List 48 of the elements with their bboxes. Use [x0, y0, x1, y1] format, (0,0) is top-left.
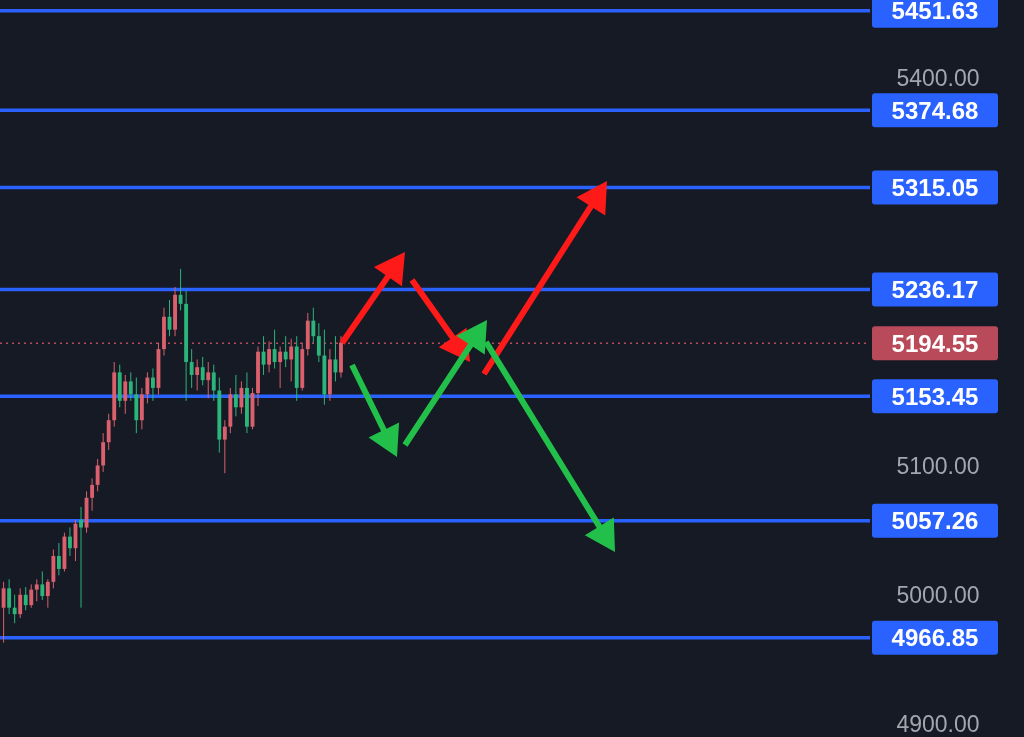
candlestick: [56, 542, 61, 576]
ref-line-label: 5057.26: [891, 507, 979, 535]
candlestick: [29, 583, 34, 609]
candlestick: [106, 413, 111, 451]
candlestick: [68, 527, 72, 557]
candlestick: [289, 338, 294, 382]
y-tick-label: 5400.00: [896, 64, 980, 91]
candlestick: [316, 322, 321, 363]
candlestick: [18, 587, 23, 619]
candlestick: [283, 335, 288, 368]
candlestick: [150, 368, 155, 402]
candlestick: [200, 356, 205, 386]
candlestick: [195, 358, 200, 391]
candlestick: [233, 374, 238, 417]
candlestick: [267, 340, 272, 373]
candlestick: [128, 371, 133, 402]
candlestick: [272, 329, 277, 369]
ref-line-label: 5194.55: [891, 329, 979, 357]
candlestick: [7, 578, 12, 615]
candlestick: [34, 578, 39, 602]
candlestick: [178, 268, 183, 311]
candlestick: [311, 307, 316, 344]
candlestick: [278, 346, 283, 389]
candlestick: [189, 348, 194, 389]
candlestick: [90, 477, 95, 512]
candlestick: [239, 380, 244, 415]
candlestick: [123, 374, 128, 415]
candlestick: [40, 571, 45, 601]
ref-line-label: 5451.63: [891, 0, 979, 25]
candlestick: [101, 432, 106, 473]
ref-line-label: 5236.17: [891, 275, 979, 303]
candlestick: [12, 594, 17, 624]
candlestick: [79, 506, 83, 609]
candlestick: [1, 581, 6, 644]
candlestick: [145, 371, 150, 404]
candlestick: [211, 364, 216, 402]
candlestick: [222, 419, 227, 474]
candlestick: [23, 586, 28, 611]
y-tick-label: 5100.00: [896, 452, 980, 479]
ref-line-label: 5315.05: [891, 173, 979, 201]
ref-line-label: 5153.45: [891, 382, 979, 410]
y-tick-label: 4900.00: [896, 711, 980, 737]
candlestick: [45, 578, 50, 609]
ref-line-label: 5374.68: [891, 96, 979, 124]
candlestick: [95, 458, 100, 492]
candlestick: [206, 361, 211, 399]
ref-line-label: 4966.85: [891, 624, 979, 652]
y-tick-label: 5000.00: [896, 581, 980, 608]
